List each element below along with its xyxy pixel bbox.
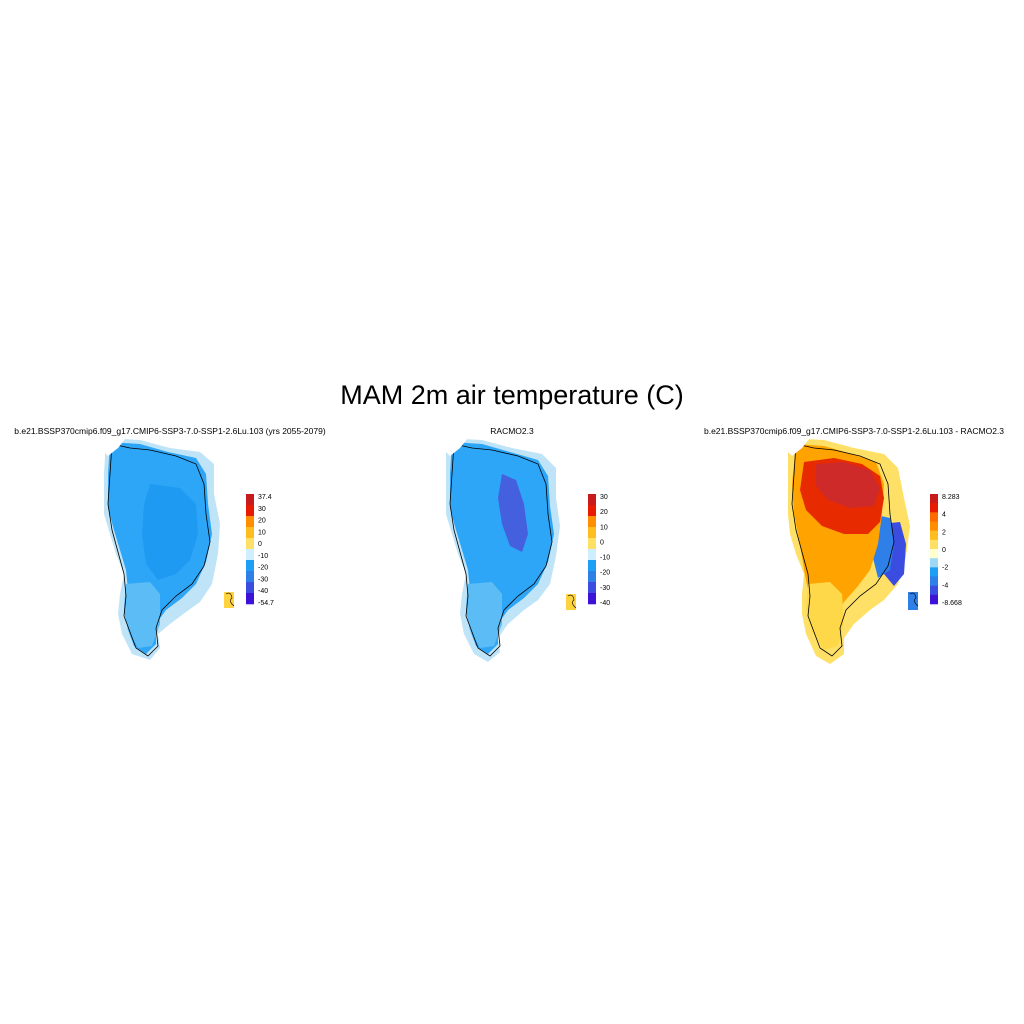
colorbar-label: -40 [258, 588, 268, 595]
colorbar-model: 37.4 30 20 10 0 -10 -20 -30 -40 -54.7 [246, 494, 274, 607]
panel-title-racmo: RACMO2.3 [490, 426, 534, 436]
map-nw-gap [446, 438, 468, 456]
colorbar-swatch [246, 549, 254, 561]
colorbar-swatch [930, 558, 938, 568]
map-model: 37.4 30 20 10 0 -10 -20 -30 -40 -54.7 [104, 438, 274, 660]
colorbar-label: 0 [600, 539, 604, 546]
colorbar-label: -10 [600, 555, 610, 562]
colorbar-label: 0 [942, 547, 946, 554]
colorbar-swatch [588, 494, 596, 506]
map-south [124, 582, 160, 648]
colorbar-label: -2 [942, 565, 948, 572]
iceland-coast [225, 592, 235, 607]
colorbar-swatch [246, 494, 254, 506]
colorbar-swatch [246, 538, 254, 550]
colorbar-swatch [588, 505, 596, 517]
colorbar-swatch [930, 585, 938, 596]
colorbar-label: -20 [600, 570, 610, 577]
colorbar-swatch [930, 521, 938, 531]
colorbar-racmo: 30 20 10 0 -10 -20 -30 -40 [588, 494, 610, 607]
colorbar-label: 4 [942, 512, 946, 519]
colorbar-swatch [588, 516, 596, 528]
colorbar-swatch [930, 503, 938, 513]
colorbar-swatch [930, 549, 938, 559]
colorbar-swatch [246, 505, 254, 517]
colorbar-label: -8.668 [942, 600, 962, 607]
colorbar-swatch [246, 516, 254, 528]
panel-title-difference: b.e21.BSSP370cmip6.f09_g17.CMIP6-SSP3-7.… [703, 426, 1005, 436]
colorbar-label: 2 [942, 529, 946, 536]
iceland-patch [908, 592, 918, 610]
iceland-coast [567, 594, 577, 609]
colorbar-swatch [930, 494, 938, 504]
colorbar-swatch [588, 560, 596, 572]
colorbar-label: -4 [942, 582, 948, 589]
colorbar-swatch [246, 593, 254, 605]
coastline [449, 443, 553, 657]
map-nw-gap [104, 438, 126, 456]
colorbar-label: 30 [600, 494, 608, 501]
colorbar-swatch [588, 527, 596, 539]
colorbar-swatch [246, 582, 254, 594]
colorbar-swatch [930, 567, 938, 577]
colorbar-label: -20 [258, 565, 268, 572]
colorbar-label: -30 [258, 576, 268, 583]
panel-title-model: b.e21.BSSP370cmip6.f09_g17.CMIP6-SSP3-7.… [14, 426, 326, 436]
iceland-coast [909, 592, 919, 607]
map-racmo: 30 20 10 0 -10 -20 -30 -40 [446, 438, 610, 662]
colorbar-label: 30 [258, 506, 266, 513]
colorbar-label: 10 [258, 529, 266, 536]
colorbar-label: 10 [600, 524, 608, 531]
colorbar-swatch [588, 549, 596, 561]
colorbar-swatch [246, 527, 254, 539]
colorbar-label: 8.283 [942, 494, 960, 501]
panel-racmo: RACMO2.3 30 20 10 0 -10 -20 -30 -40 [342, 426, 682, 676]
colorbar-swatch [930, 512, 938, 522]
colorbar-swatch [588, 582, 596, 594]
colorbar-swatch [588, 571, 596, 583]
colorbar-label: 37.4 [258, 494, 272, 501]
colorbar-swatch [588, 593, 596, 605]
colorbar-swatch [588, 538, 596, 550]
map-interior [142, 484, 198, 580]
iceland-patch [224, 592, 234, 608]
map-darkred-region [816, 462, 880, 508]
map-south [806, 582, 844, 650]
coastline [791, 443, 895, 657]
figure-title: MAM 2m air temperature (C) [340, 380, 684, 410]
panel-model: b.e21.BSSP370cmip6.f09_g17.CMIP6-SSP3-7.… [0, 426, 340, 676]
colorbar-swatch [930, 594, 938, 605]
colorbar-difference: 8.283 4 2 0 -2 -4 -8.668 [930, 494, 962, 607]
colorbar-label: 0 [258, 541, 262, 548]
colorbar-swatch [930, 576, 938, 586]
colorbar-label: 20 [258, 518, 266, 525]
colorbar-swatch [246, 560, 254, 572]
panel-difference: b.e21.BSSP370cmip6.f09_g17.CMIP6-SSP3-7.… [684, 426, 1024, 676]
colorbar-label: -40 [600, 600, 610, 607]
colorbar-label: -54.7 [258, 600, 274, 607]
map-interior-cold [498, 474, 528, 552]
colorbar-label: 20 [600, 509, 608, 516]
colorbar-label: -30 [600, 585, 610, 592]
map-nw-gap [788, 438, 810, 456]
colorbar-swatch [930, 530, 938, 541]
coastline [107, 443, 211, 657]
colorbar-swatch [246, 571, 254, 583]
map-south [466, 582, 502, 648]
colorbar-swatch [930, 539, 938, 550]
colorbar-label: -10 [258, 553, 268, 560]
iceland-patch [566, 594, 576, 610]
map-difference: 8.283 4 2 0 -2 -4 -8.668 [788, 438, 962, 664]
